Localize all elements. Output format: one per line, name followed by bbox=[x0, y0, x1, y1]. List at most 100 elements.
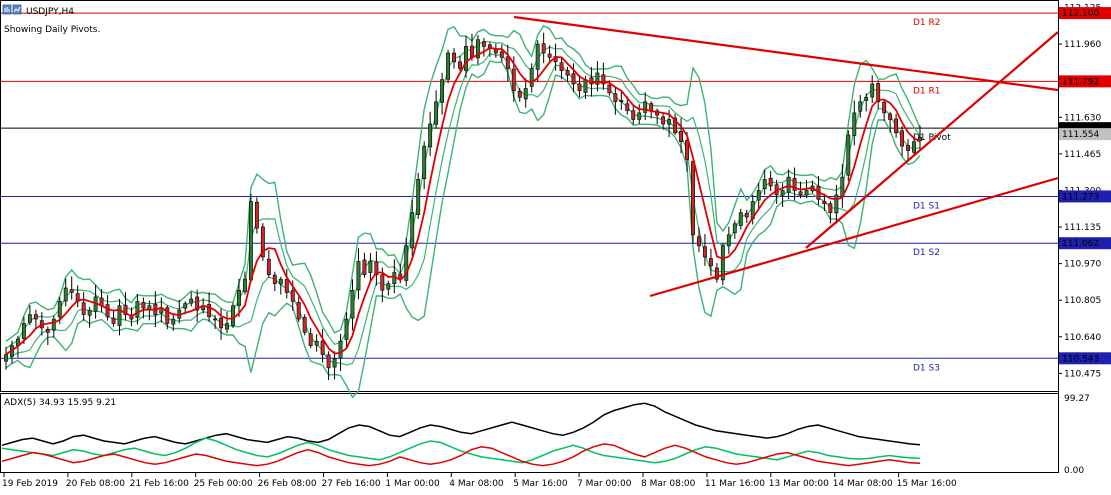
pivot-label: D1 R1 bbox=[913, 86, 941, 96]
adx-tick-label: 99.27 bbox=[1064, 394, 1090, 404]
time-tick-label: 4 Mar 08:00 bbox=[449, 479, 504, 489]
candle-body bbox=[493, 49, 498, 54]
candle-body bbox=[589, 77, 594, 85]
candle-body bbox=[344, 318, 349, 340]
candle-body bbox=[254, 201, 259, 229]
current-price-tag-text: 111.554 bbox=[1062, 130, 1099, 140]
pivot-price-tag-text: 112.100 bbox=[1062, 9, 1099, 19]
candle-body bbox=[738, 212, 743, 226]
candle-body bbox=[804, 190, 809, 196]
chart-settings-icon[interactable] bbox=[12, 4, 22, 15]
candle-body bbox=[667, 119, 672, 125]
candle-body bbox=[123, 304, 128, 315]
candle-body bbox=[189, 298, 194, 304]
candle-body bbox=[266, 258, 271, 276]
pivot-price-tag bbox=[1059, 190, 1111, 203]
candle-body bbox=[165, 307, 170, 324]
pivot-subtitle: Showing Daily Pivots. bbox=[4, 25, 100, 35]
candle-body bbox=[416, 179, 421, 215]
candle-body bbox=[33, 314, 38, 320]
price-tick-label: 110.640 bbox=[1064, 333, 1101, 343]
candle-body bbox=[458, 61, 462, 69]
candle-body bbox=[296, 302, 301, 320]
candle-body bbox=[434, 101, 439, 125]
candle-body bbox=[380, 274, 385, 291]
candle-body bbox=[900, 130, 905, 147]
candle-body bbox=[470, 45, 474, 58]
time-tick-label: 1 Mar 00:00 bbox=[385, 479, 440, 489]
price-tick-label: 110.475 bbox=[1064, 369, 1101, 379]
time-tick-label: 15 Mar 16:00 bbox=[897, 479, 957, 489]
candle-body bbox=[679, 130, 683, 142]
candle-body bbox=[284, 279, 289, 293]
time-tick-label: 25 Feb 00:00 bbox=[194, 479, 253, 489]
candle-body bbox=[272, 274, 277, 284]
candle-body bbox=[559, 62, 564, 72]
candle-body bbox=[499, 51, 504, 58]
candle-body bbox=[643, 101, 648, 113]
candle-body bbox=[69, 289, 74, 293]
candle-body bbox=[231, 305, 235, 326]
candle-body bbox=[888, 113, 893, 120]
candle-body bbox=[105, 304, 110, 318]
candle-body bbox=[511, 68, 516, 91]
price-tick-label: 111.630 bbox=[1064, 113, 1101, 123]
candle-body bbox=[637, 112, 642, 120]
price-tick-label: 111.960 bbox=[1064, 40, 1101, 50]
candle-body bbox=[673, 117, 678, 134]
candle-body bbox=[302, 317, 307, 333]
candle-body bbox=[356, 261, 361, 291]
pivot-price-tag-text: 111.792 bbox=[1062, 77, 1099, 87]
candle-body bbox=[864, 97, 869, 101]
time-tick-label: 8 Mar 08:00 bbox=[641, 479, 696, 489]
time-tick-label: 13 Mar 00:00 bbox=[769, 479, 829, 489]
candle-body bbox=[290, 290, 295, 302]
candle-body bbox=[195, 296, 200, 311]
candle-body bbox=[685, 140, 689, 160]
candle-body bbox=[446, 52, 451, 80]
candle-body bbox=[535, 43, 540, 70]
candle-body bbox=[481, 41, 486, 47]
candle-body bbox=[565, 70, 570, 76]
pivot-label: D1 R2 bbox=[913, 18, 941, 28]
pivot-price-tag-text: 110.543 bbox=[1062, 354, 1099, 364]
candle-body bbox=[529, 68, 534, 87]
candle-body bbox=[918, 136, 922, 141]
adx-tick-label: 0.00 bbox=[1064, 466, 1084, 476]
candle-body bbox=[332, 358, 337, 368]
candle-body bbox=[225, 323, 229, 330]
candle-body bbox=[708, 258, 713, 267]
candle-body bbox=[607, 84, 612, 94]
rising-trendline bbox=[805, 31, 1059, 249]
candle-body bbox=[278, 278, 283, 285]
candle-body bbox=[428, 123, 433, 148]
candle-body bbox=[362, 259, 367, 276]
pivot-label: D1 Pivot bbox=[913, 133, 951, 143]
adx-minus-di-line bbox=[1, 443, 921, 467]
chart-window-icon[interactable] bbox=[2, 4, 12, 15]
candle-body bbox=[517, 90, 522, 98]
candle-body bbox=[51, 318, 56, 331]
price-tick-label: 111.465 bbox=[1064, 150, 1101, 160]
candle-body bbox=[649, 103, 654, 111]
candle-body bbox=[613, 93, 618, 103]
candle-body bbox=[452, 52, 456, 63]
candle-body bbox=[906, 145, 910, 151]
candle-body bbox=[780, 190, 785, 196]
candle-body bbox=[720, 245, 725, 281]
candle-body bbox=[21, 323, 26, 339]
candle-body bbox=[505, 56, 510, 69]
pivot-label: D1 S3 bbox=[913, 363, 940, 373]
candle-body bbox=[870, 83, 875, 98]
candle-body bbox=[57, 301, 62, 318]
candle-body bbox=[547, 53, 552, 58]
price-tick-label: 111.135 bbox=[1064, 223, 1101, 233]
pivot-price-tag bbox=[1059, 75, 1111, 88]
candle-body bbox=[541, 43, 546, 54]
resistance-trendline bbox=[513, 15, 1059, 92]
candle-body bbox=[714, 267, 719, 280]
candle-body bbox=[219, 317, 224, 329]
time-tick-label: 20 Feb 08:00 bbox=[66, 479, 125, 489]
candle-body bbox=[260, 226, 265, 258]
